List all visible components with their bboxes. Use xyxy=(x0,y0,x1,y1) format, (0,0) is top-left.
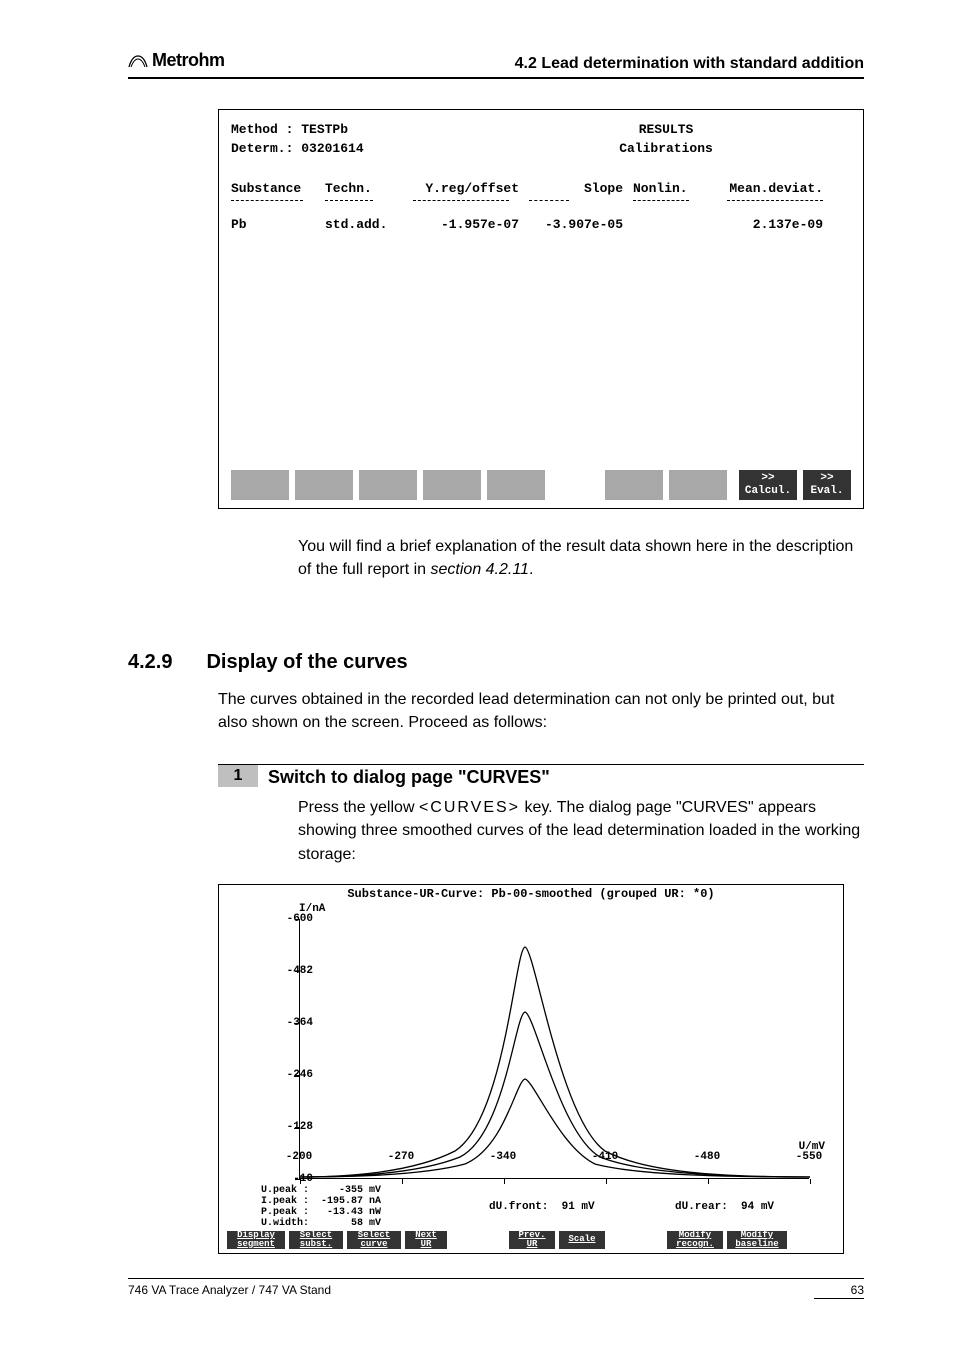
chart-softkeys: DisplaysegmentSelectsubst.SelectcurveNex… xyxy=(227,1231,835,1249)
du-front: dU.front: 91 mV xyxy=(489,1201,595,1213)
y-tick-label: -128 xyxy=(287,1121,313,1133)
step-bar: 1 Switch to dialog page "CURVES" xyxy=(218,764,864,790)
chart-softkey[interactable]: Modifybaseline xyxy=(727,1231,787,1249)
results-panel: Method : TESTPb RESULTS Determ.: 0320161… xyxy=(218,109,864,509)
cell-mean: 2.137e-09 xyxy=(713,215,823,235)
softkey-blank[interactable] xyxy=(423,470,481,500)
results-title-1: RESULTS xyxy=(481,120,851,140)
softkey-blank[interactable] xyxy=(487,470,545,500)
y-tick-label: -10 xyxy=(293,1173,313,1185)
results-softkeys: >>Calcul.>>Eval. xyxy=(231,470,851,500)
chart-title: Substance-UR-Curve: Pb-00-smoothed (grou… xyxy=(219,887,843,901)
col-mean: Mean.deviat. xyxy=(729,181,823,196)
x-tick-label: -410 xyxy=(592,1151,618,1163)
cell-nonlin xyxy=(633,215,713,235)
cell-slope: -3.907e-05 xyxy=(529,215,633,235)
step-number: 1 xyxy=(218,765,258,787)
chart-softkey[interactable]: Selectcurve xyxy=(347,1231,401,1249)
chart-softkey[interactable]: Scale xyxy=(559,1231,605,1249)
cell-substance: Pb xyxy=(231,215,325,235)
determ-label: Determ.: xyxy=(231,141,301,156)
body-explanation: You will find a brief explanation of the… xyxy=(298,535,864,581)
page-header: Metrohm 4.2 Lead determination with stan… xyxy=(128,50,864,79)
determ-value: 03201614 xyxy=(301,141,363,156)
softkey-blank[interactable] xyxy=(295,470,353,500)
cell-yreg: -1.957e-07 xyxy=(413,215,529,235)
softkey-eval[interactable]: >>Eval. xyxy=(803,470,851,500)
page-footer: 746 VA Trace Analyzer / 747 VA Stand 63 xyxy=(128,1278,864,1299)
cell-techn: std.add. xyxy=(325,215,413,235)
explain-end: . xyxy=(529,561,533,578)
col-slope: Slope xyxy=(584,181,623,196)
y-tick-label: -364 xyxy=(287,1017,313,1029)
method-value: TESTPb xyxy=(301,122,348,137)
x-tick-label: -550 xyxy=(796,1151,822,1163)
explain-ref: section 4.2.11 xyxy=(431,561,529,578)
brand: Metrohm xyxy=(128,50,225,71)
brand-text: Metrohm xyxy=(152,50,225,71)
step-title: Switch to dialog page "CURVES" xyxy=(258,765,560,790)
results-header-row: Substance Techn. Y.reg/offset Slope Nonl… xyxy=(231,179,851,202)
header-section-title: 4.2 Lead determination with standard add… xyxy=(515,55,864,73)
col-substance: Substance xyxy=(231,181,301,196)
step-body: Press the yellow <CURVES> key. The dialo… xyxy=(298,796,864,866)
softkey-blank[interactable] xyxy=(231,470,289,500)
peak-data: U.peak : -355 mV I.peak : -195.87 nA P.p… xyxy=(261,1185,381,1229)
chart-softkey[interactable]: NextUR xyxy=(405,1231,447,1249)
x-tick-label: -340 xyxy=(490,1151,516,1163)
curves-key-label: <CURVES> xyxy=(419,799,520,816)
y-tick-label: -482 xyxy=(287,965,313,977)
col-techn: Techn. xyxy=(325,181,372,196)
curves-chart: Substance-UR-Curve: Pb-00-smoothed (grou… xyxy=(218,884,844,1254)
x-tick-label: -480 xyxy=(694,1151,720,1163)
x-tick-label: -200 xyxy=(286,1151,312,1163)
section-number: 4.2.9 xyxy=(128,651,172,674)
footer-left: 746 VA Trace Analyzer / 747 VA Stand xyxy=(128,1283,331,1299)
x-tick-label: -270 xyxy=(388,1151,414,1163)
method-label: Method : xyxy=(231,122,301,137)
col-nonlin: Nonlin. xyxy=(633,181,688,196)
footer-page-number: 63 xyxy=(814,1283,864,1299)
results-data-row: Pb std.add. -1.957e-07 -3.907e-05 2.137e… xyxy=(231,215,851,235)
results-title-2: Calibrations xyxy=(481,139,851,159)
chart-softkey[interactable]: Selectsubst. xyxy=(289,1231,343,1249)
du-rear: dU.rear: 94 mV xyxy=(675,1201,774,1213)
softkey-calcul[interactable]: >>Calcul. xyxy=(739,470,797,500)
chart-softkey[interactable]: Prev.UR xyxy=(509,1231,555,1249)
section-title: Display of the curves xyxy=(206,651,407,674)
softkey-blank[interactable] xyxy=(669,470,727,500)
softkey-blank[interactable] xyxy=(605,470,663,500)
chart-softkey[interactable]: Modifyrecogn. xyxy=(667,1231,723,1249)
y-tick-label: -600 xyxy=(287,913,313,925)
softkey-blank[interactable] xyxy=(359,470,417,500)
col-yreg: Y.reg/offset xyxy=(425,181,519,196)
step-body-pre: Press the yellow xyxy=(298,799,419,816)
y-tick-label: -246 xyxy=(287,1069,313,1081)
section-body: The curves obtained in the recorded lead… xyxy=(218,688,864,734)
chart-softkey[interactable]: Displaysegment xyxy=(227,1231,285,1249)
section-heading: 4.2.9 Display of the curves xyxy=(128,651,864,674)
plot-area xyxy=(299,919,809,1179)
explain-text: You will find a brief explanation of the… xyxy=(298,538,853,578)
brand-icon xyxy=(128,54,148,68)
